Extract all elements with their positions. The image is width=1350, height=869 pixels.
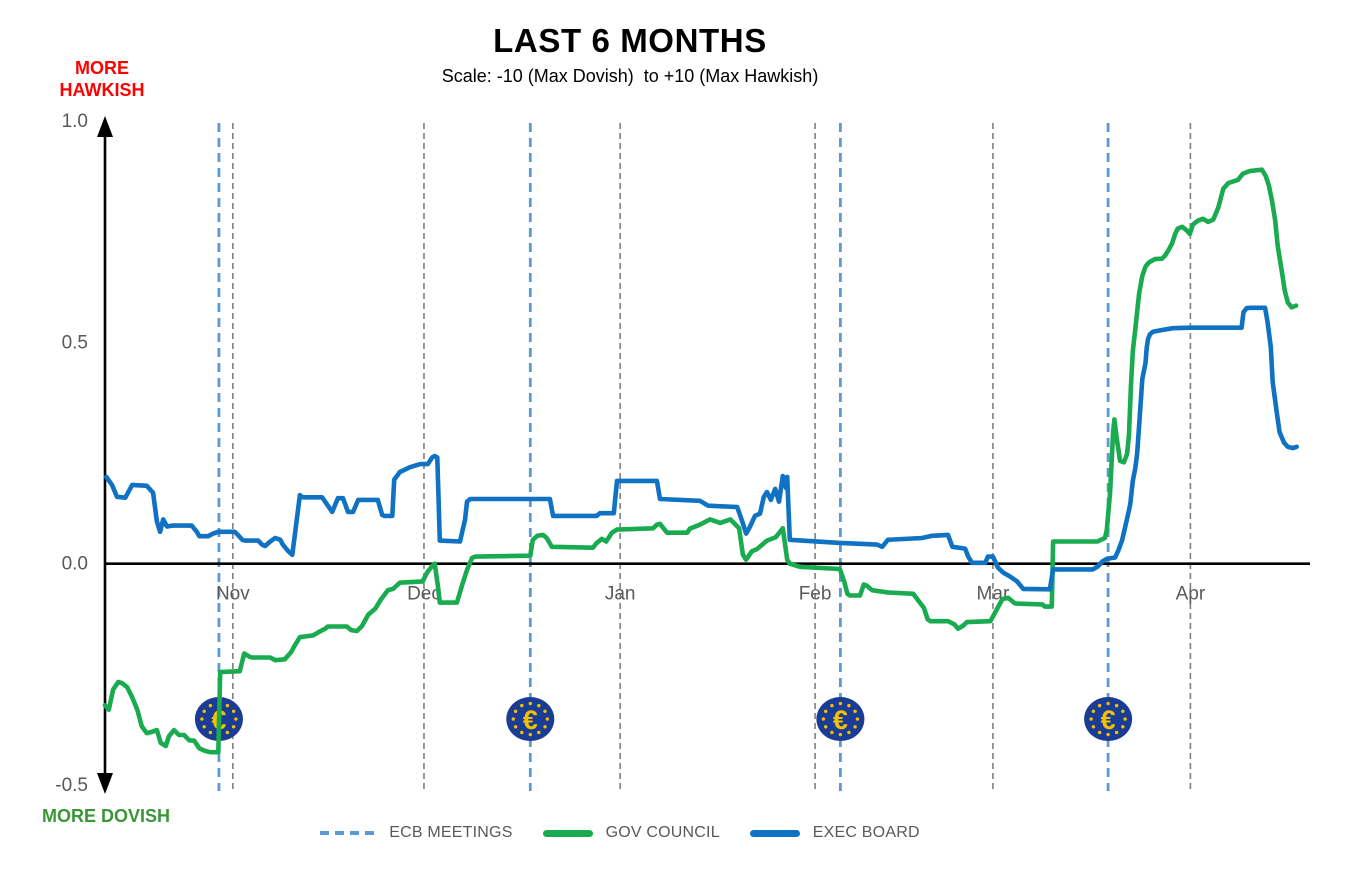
ecb-euro-logo-icon: € xyxy=(816,697,865,742)
month-tick-label: Dec xyxy=(407,584,441,605)
ecb-meetings-dashed-line-icon xyxy=(320,831,377,835)
gov-council-line-icon xyxy=(542,829,593,837)
month-tick-label: Jan xyxy=(605,584,636,605)
gov-council-line xyxy=(102,167,1299,755)
y-axis-arrow-down-icon xyxy=(97,773,113,794)
month-tick-label: Mar xyxy=(977,584,1010,605)
y-tick-label: 0.0 xyxy=(62,554,88,575)
exec-board-line-icon xyxy=(749,829,800,837)
legend-item-ecb-meetings: ECB MEETINGS xyxy=(320,824,512,842)
svg-text:€: € xyxy=(833,705,848,735)
month-tick-label: Feb xyxy=(799,584,832,605)
y-axis-arrow-up-icon xyxy=(97,116,113,137)
ecb-euro-logo-icon: € xyxy=(1084,697,1133,742)
legend-label: ECB MEETINGS xyxy=(389,824,513,841)
more-hawkish-label: MORE HAWKISH xyxy=(59,58,145,100)
legend-label: EXEC BOARD xyxy=(812,824,920,841)
svg-text:€: € xyxy=(523,705,538,735)
legend: ECB MEETINGS GOV COUNCIL EXEC BOARD xyxy=(0,824,1240,842)
legend-item-gov-council: GOV COUNCIL xyxy=(542,824,720,842)
ecb-euro-logo-icon: € xyxy=(506,697,555,742)
scale-subtitle: Scale: -10 (Max Dovish) to +10 (Max Hawk… xyxy=(441,66,819,86)
svg-text:€: € xyxy=(1101,705,1116,735)
month-tick-label: Apr xyxy=(1176,584,1206,605)
page-title: LAST 6 MONTHS xyxy=(493,22,767,59)
exec-board-line xyxy=(104,305,1299,592)
more-dovish-label: MORE DOVISH xyxy=(42,806,171,826)
y-tick-label: 0.5 xyxy=(62,332,88,353)
legend-label: GOV COUNCIL xyxy=(605,824,720,841)
month-tick-label: Nov xyxy=(216,584,250,605)
legend-item-exec-board: EXEC BOARD xyxy=(749,824,920,842)
y-tick-label: -0.5 xyxy=(55,775,88,796)
y-tick-label: 1.0 xyxy=(62,111,88,132)
